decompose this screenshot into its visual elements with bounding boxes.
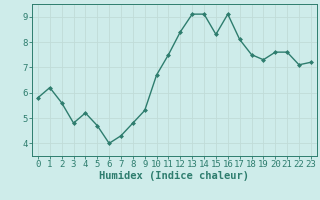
X-axis label: Humidex (Indice chaleur): Humidex (Indice chaleur) [100,171,249,181]
